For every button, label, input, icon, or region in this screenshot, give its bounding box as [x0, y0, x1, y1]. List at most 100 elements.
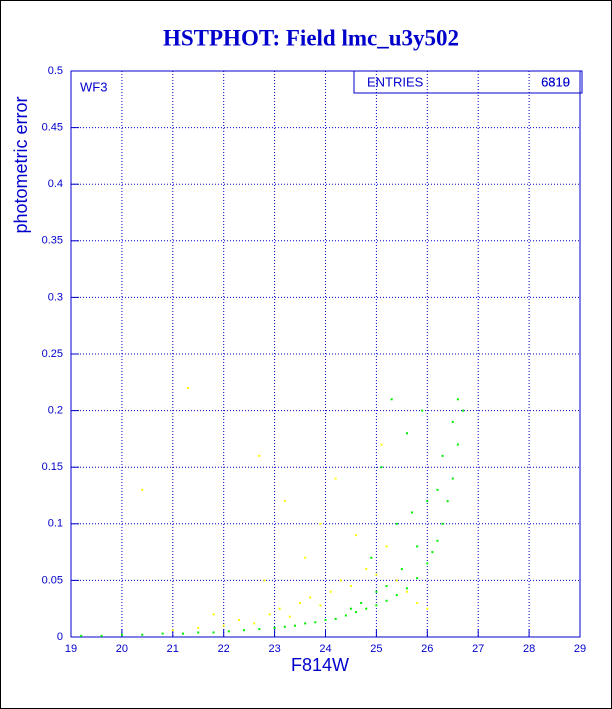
point: [273, 626, 276, 629]
x-tick-label: 20: [116, 643, 128, 655]
point: [141, 633, 144, 636]
point: [141, 488, 144, 491]
point: [441, 522, 444, 525]
point: [278, 607, 281, 610]
point: [222, 624, 225, 627]
point: [288, 615, 291, 618]
point: [314, 621, 317, 624]
point: [334, 477, 337, 480]
x-tick-label: 24: [319, 643, 331, 655]
point: [344, 614, 347, 617]
point: [405, 587, 408, 590]
y-tick-label: 0.15: [42, 461, 63, 473]
point: [405, 432, 408, 435]
point: [171, 629, 174, 632]
y-tick-label: 0.5: [48, 65, 63, 77]
point: [283, 500, 286, 503]
plot-frame: [70, 70, 581, 638]
point: [426, 500, 429, 503]
point: [416, 577, 419, 580]
x-tick-label: 25: [370, 643, 382, 655]
y-tick-label: 0.45: [42, 122, 63, 134]
x-axis-label: F814W: [291, 655, 349, 675]
point: [181, 632, 184, 635]
point: [436, 488, 439, 491]
point: [441, 454, 444, 457]
x-tick-label: 28: [523, 643, 535, 655]
point: [456, 398, 459, 401]
point: [380, 466, 383, 469]
point: [365, 607, 368, 610]
point: [197, 626, 200, 629]
point: [319, 522, 322, 525]
point: [304, 556, 307, 559]
point: [299, 602, 302, 605]
x-tick-label: 23: [268, 643, 280, 655]
point: [263, 579, 266, 582]
point: [431, 551, 434, 554]
point: [411, 511, 414, 514]
point: [385, 599, 388, 602]
chart-title: HSTPHOT: Field lmc_u3y502: [163, 25, 459, 50]
point: [385, 545, 388, 548]
point: [416, 545, 419, 548]
point: [375, 590, 378, 593]
stats-label: ENTRIES: [367, 74, 424, 89]
x-tick-label: 26: [421, 643, 433, 655]
point: [324, 619, 327, 622]
y-tick-label: 0: [57, 631, 63, 643]
point: [421, 409, 424, 412]
x-tick-label: 27: [472, 643, 484, 655]
point: [451, 420, 454, 423]
point: [461, 409, 464, 412]
point: [100, 634, 103, 637]
point: [355, 534, 358, 537]
point: [319, 604, 322, 607]
point: [120, 633, 123, 636]
x-tick-label: 19: [65, 643, 77, 655]
annotation: WF3: [80, 79, 107, 94]
point: [349, 585, 352, 588]
y-tick-label: 0.1: [48, 518, 63, 530]
point: [161, 632, 164, 635]
point: [212, 613, 215, 616]
point: [416, 602, 419, 605]
point: [309, 596, 312, 599]
point: [304, 622, 307, 625]
point: [380, 443, 383, 446]
point: [258, 628, 261, 631]
point: [355, 611, 358, 614]
point: [227, 630, 230, 633]
stats-value: 6819: [541, 74, 570, 89]
point: [334, 617, 337, 620]
point: [436, 539, 439, 542]
point: [80, 634, 83, 637]
x-tick-label: 29: [574, 643, 586, 655]
point: [375, 573, 378, 576]
x-tick-label: 21: [167, 643, 179, 655]
y-tick-label: 0.4: [48, 178, 63, 190]
point: [329, 590, 332, 593]
y-axis-label: photometric error: [11, 96, 31, 233]
y-tick-label: 0.25: [42, 348, 63, 360]
point: [426, 607, 429, 610]
point: [197, 631, 200, 634]
y-tick-label: 0.3: [48, 291, 63, 303]
point: [370, 556, 373, 559]
point: [390, 398, 393, 401]
point: [268, 613, 271, 616]
y-tick-label: 0.2: [48, 405, 63, 417]
point: [405, 590, 408, 593]
x-tick-label: 22: [218, 643, 230, 655]
point: [253, 622, 256, 625]
point: [451, 477, 454, 480]
point: [456, 443, 459, 446]
point: [187, 386, 190, 389]
point: [283, 625, 286, 628]
point: [426, 562, 429, 565]
point: [395, 522, 398, 525]
point: [258, 454, 261, 457]
point: [385, 585, 388, 588]
point: [212, 631, 215, 634]
